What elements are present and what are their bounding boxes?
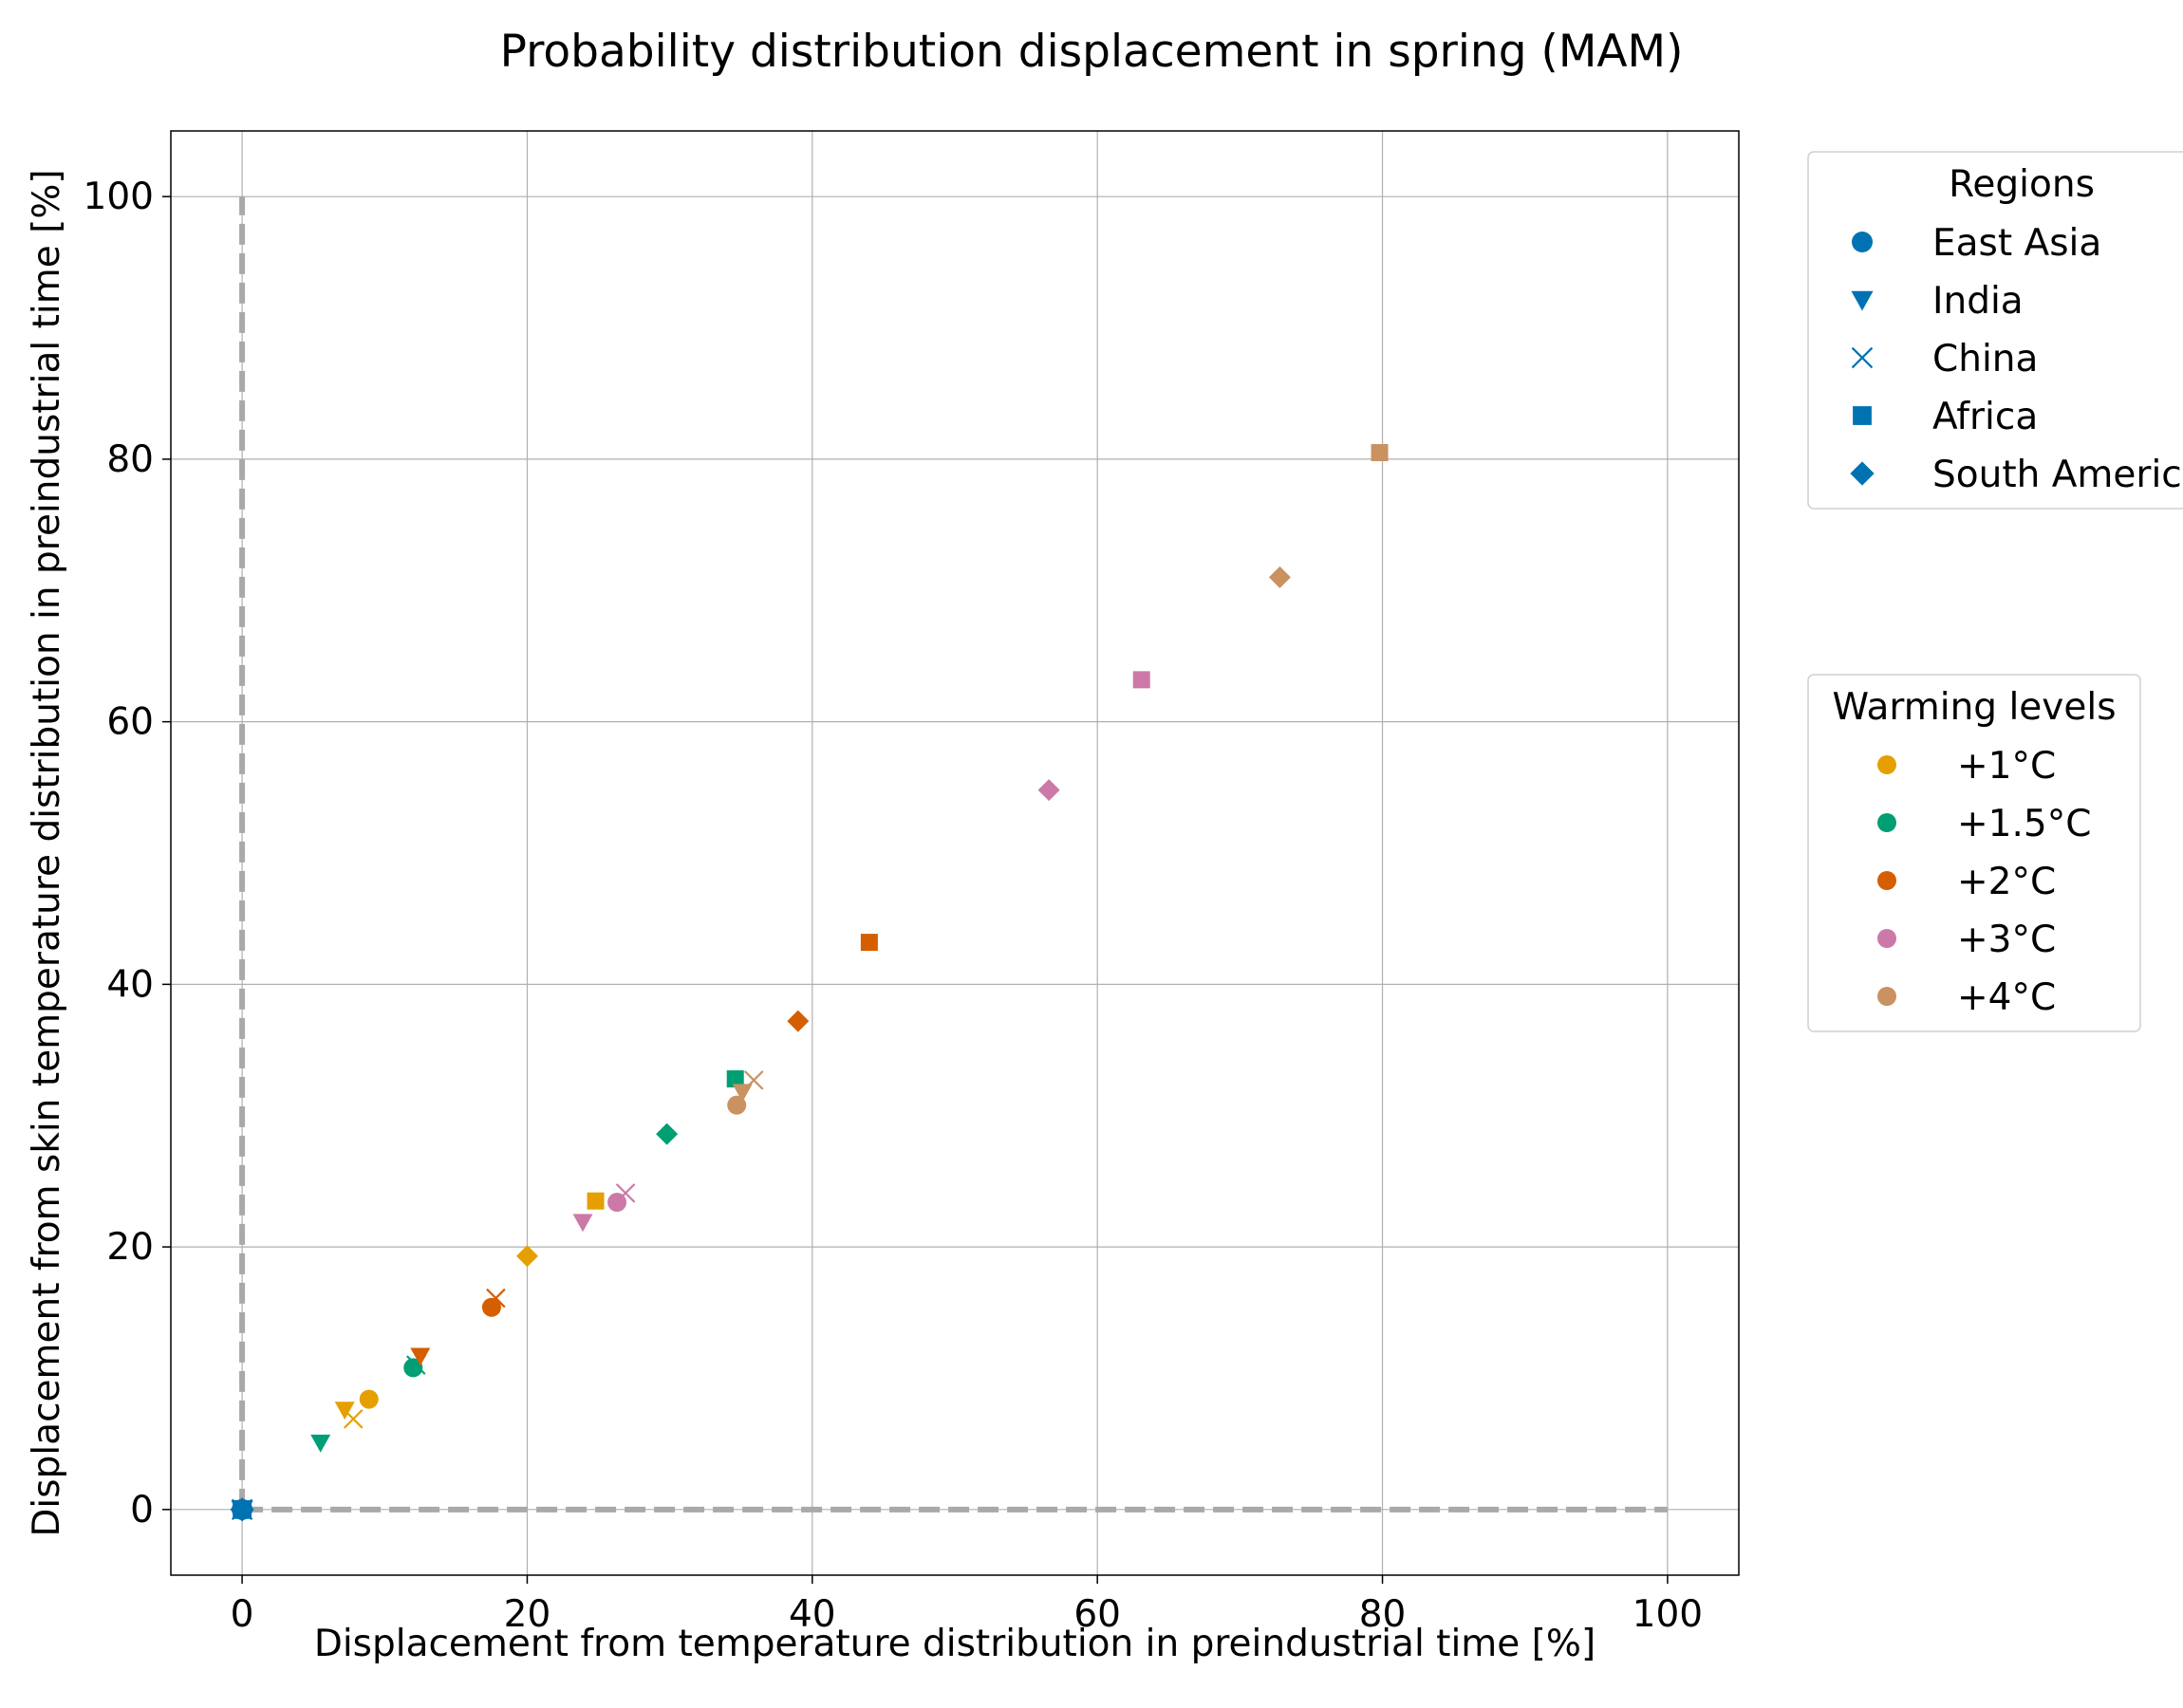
y-tick-label: 20	[106, 1226, 154, 1269]
regions-legend-label: South America	[1932, 454, 2183, 496]
data-point	[726, 1069, 744, 1087]
warming-legend-label: +1°C	[1957, 745, 2056, 788]
warming-legend-marker	[1877, 755, 1896, 774]
data-point	[860, 934, 878, 952]
y-tick-label: 100	[84, 176, 154, 218]
x-axis-ticks: 0 20 40 60 80 100	[231, 1575, 1703, 1636]
data-point	[1371, 443, 1389, 461]
x-axis-label: Displacement from temperature distributi…	[314, 1623, 1595, 1665]
y-tick-label: 80	[106, 438, 154, 481]
data-point	[615, 1183, 636, 1203]
warming-legend-label: +4°C	[1957, 976, 2056, 1019]
y-tick-label: 60	[106, 701, 154, 744]
x-tick-label: 100	[1633, 1593, 1703, 1636]
data-point	[656, 1123, 679, 1145]
reference-lines	[239, 196, 1668, 1513]
data-point	[727, 1095, 747, 1115]
data-point	[343, 1409, 364, 1429]
warming-legend-marker	[1877, 987, 1896, 1006]
regions-legend-marker	[1851, 346, 1874, 369]
regions-legend-label: India	[1932, 280, 2024, 323]
data-point	[481, 1297, 501, 1317]
warming-legend-marker	[1877, 871, 1896, 890]
data-point	[1037, 779, 1060, 802]
x-tick-label: 20	[504, 1593, 551, 1636]
data-point	[310, 1434, 331, 1453]
grid-lines	[171, 131, 1739, 1575]
data-point	[359, 1389, 379, 1409]
regions-legend-marker	[1851, 290, 1874, 311]
regions-legend-marker	[1852, 232, 1873, 252]
x-tick-label: 60	[1073, 1593, 1121, 1636]
data-point	[787, 1010, 810, 1032]
data-point	[743, 1070, 764, 1090]
regions-legend-label: East Asia	[1932, 222, 2101, 265]
y-tick-label: 0	[130, 1489, 154, 1532]
data-points	[230, 443, 1389, 1522]
warming-legend-marker	[1877, 929, 1896, 948]
y-axis-label: Displacement from skin temperature distr…	[26, 169, 68, 1536]
regions-legend-label: China	[1932, 338, 2038, 381]
data-point	[732, 1084, 753, 1103]
regions-legend-title: Regions	[1949, 163, 2095, 206]
regions-legend-label: Africa	[1932, 396, 2038, 438]
regions-legend-marker	[1853, 406, 1872, 425]
x-tick-label: 80	[1359, 1593, 1407, 1636]
baseline-point	[230, 1497, 254, 1522]
data-point	[587, 1192, 605, 1210]
regions-legend-frame	[1807, 151, 2183, 510]
chart-title: Probability distribution displacement in…	[500, 26, 1684, 78]
data-point	[410, 1347, 431, 1366]
regions-legend: Regions East Asia India China Africa South Am…	[1807, 151, 2183, 510]
warming-legend-label: +2°C	[1957, 861, 2056, 903]
warming-legend-label: +3°C	[1957, 919, 2056, 961]
y-tick-label: 40	[106, 963, 154, 1006]
warming-legend-label: +1.5°C	[1957, 803, 2091, 845]
y-axis-ticks: 0 20 40 60 80 100	[84, 176, 171, 1532]
data-point	[1268, 566, 1291, 588]
warming-legend-title: Warming levels	[1832, 686, 2116, 729]
warming-legend-marker	[1877, 813, 1896, 832]
data-point	[572, 1214, 593, 1233]
warming-levels-legend: Warming levels +1°C +1.5°C +2°C +3°C +4°C	[1807, 674, 2141, 1032]
x-tick-label: 0	[231, 1593, 254, 1636]
data-point	[515, 1245, 538, 1268]
data-point	[1132, 671, 1150, 689]
x-tick-label: 40	[789, 1593, 836, 1636]
data-point	[486, 1288, 506, 1309]
plot-frame	[170, 130, 1740, 1576]
regions-legend-marker	[1850, 461, 1875, 486]
